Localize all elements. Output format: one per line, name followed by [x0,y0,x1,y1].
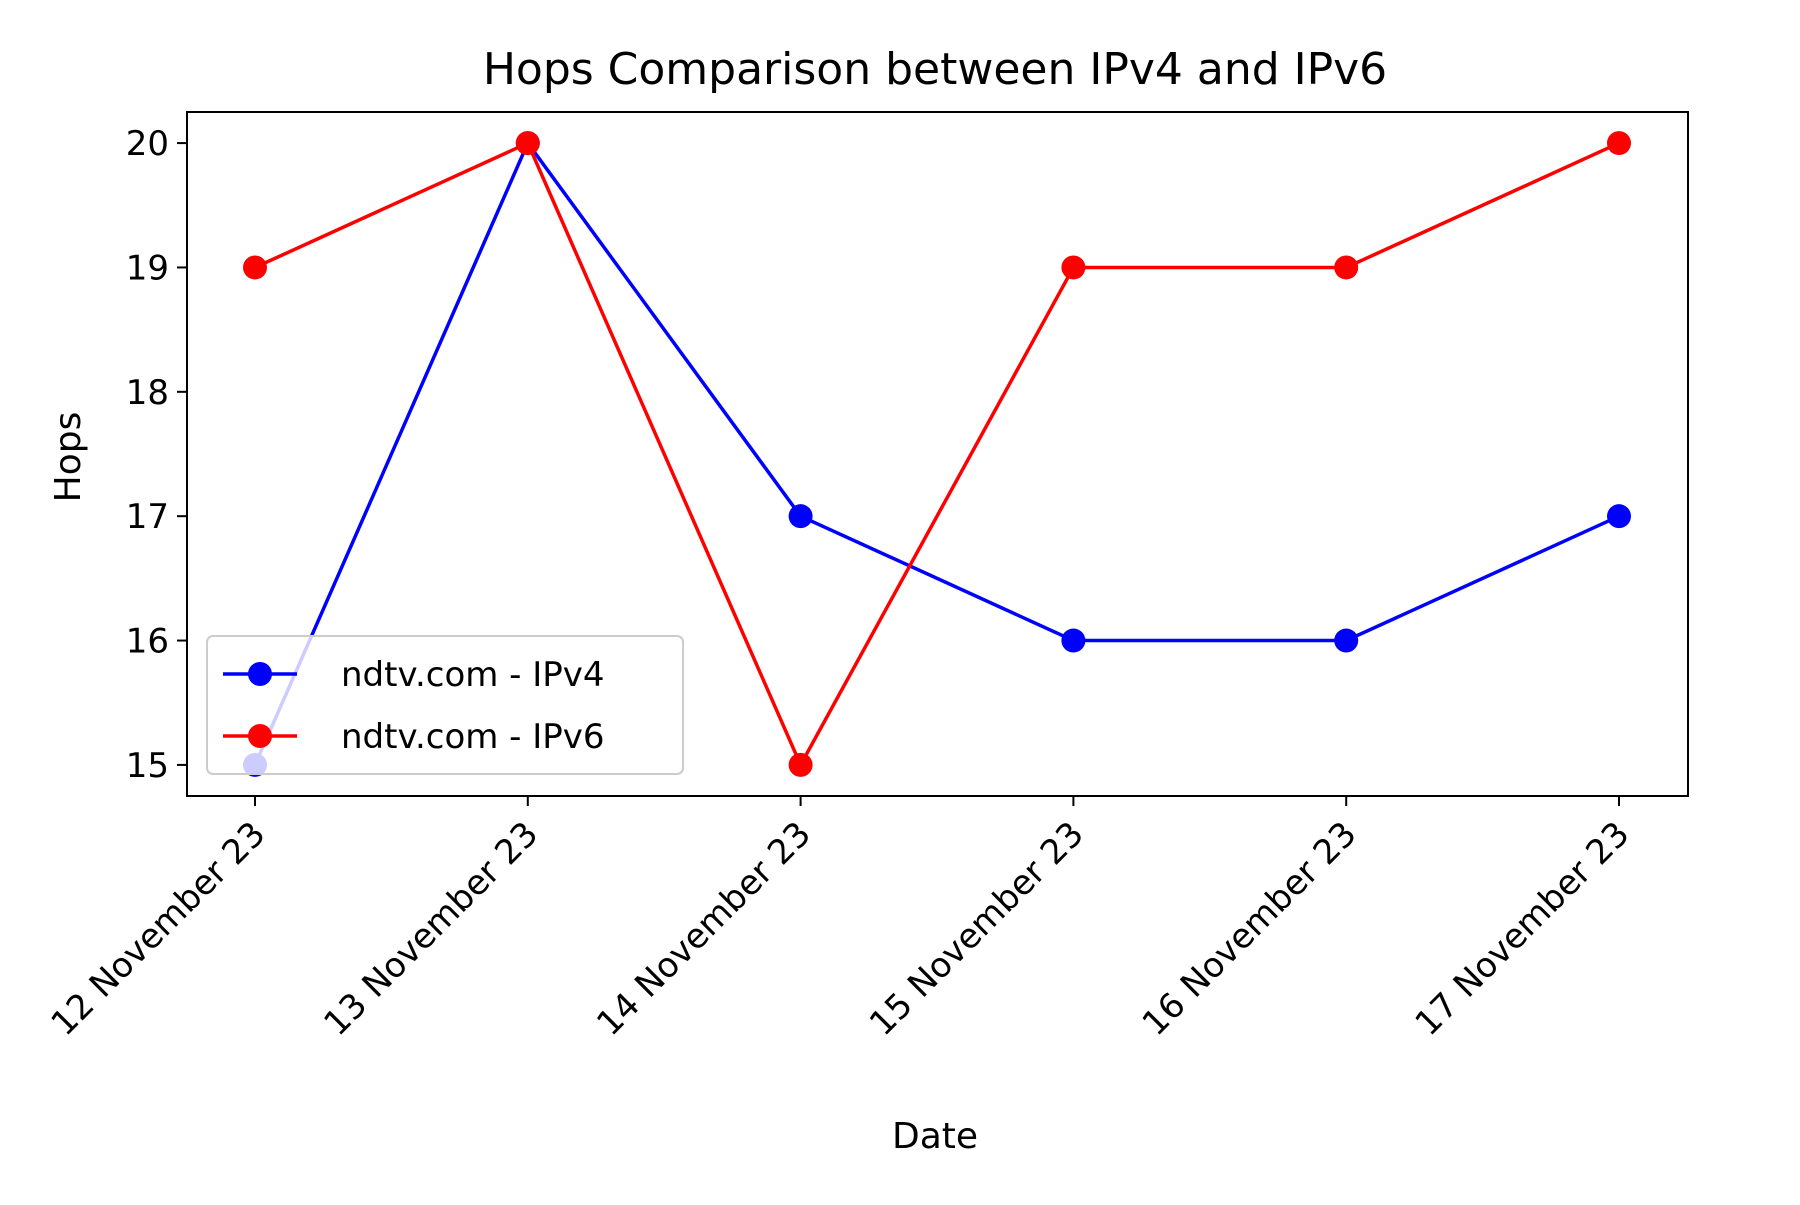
data-point [1061,255,1086,280]
y-tick-label: 20 [126,124,169,164]
data-point [1607,131,1631,156]
plot-frame [186,111,1689,797]
series-group [243,131,1631,777]
y-tick-label: 16 [126,622,169,662]
data-point [1061,628,1086,653]
data-point [1607,504,1631,529]
x-tick-label: 16 November 23 [1135,814,1365,1044]
y-tick-label: 19 [126,248,169,288]
y-tick-label: 18 [126,373,169,413]
x-tick-label: 12 November 23 [44,814,274,1044]
data-point [1334,628,1359,653]
data-point [788,504,813,529]
x-tick-label: 14 November 23 [589,814,819,1044]
legend-label: ndtv.com - IPv6 [341,717,605,757]
data-point [788,752,813,777]
x-tick-label: 15 November 23 [862,814,1092,1044]
legend-entry: ndtv.com - IPv6 [223,717,605,757]
legend-entry: ndtv.com - IPv4 [223,655,605,695]
legend-marker [248,662,272,686]
y-axis-label: Hops [48,412,89,503]
legend-box [206,635,684,775]
x-axis-label: Date [892,1116,978,1157]
plot-area [243,131,1631,777]
data-point [1334,255,1359,280]
legend-marker [248,724,272,748]
series-line [254,141,1620,767]
data-point [243,255,267,280]
legend: ndtv.com - IPv4 ndtv.com - IPv6 [206,635,684,775]
y-tick-label: 17 [126,497,169,537]
x-tick-label: 13 November 23 [316,814,546,1044]
data-point [515,131,540,156]
chart-title: Hops Comparison between IPv4 and IPv6 [483,44,1387,95]
series-line [253,141,1620,766]
y-tick-label: 15 [126,746,169,786]
legend-label: ndtv.com - IPv4 [341,655,605,695]
x-tick-label: 17 November 23 [1408,814,1638,1044]
axis-ticks: 15 16 17 18 19 20 12 November 23 13 November 23… [44,124,1638,1044]
